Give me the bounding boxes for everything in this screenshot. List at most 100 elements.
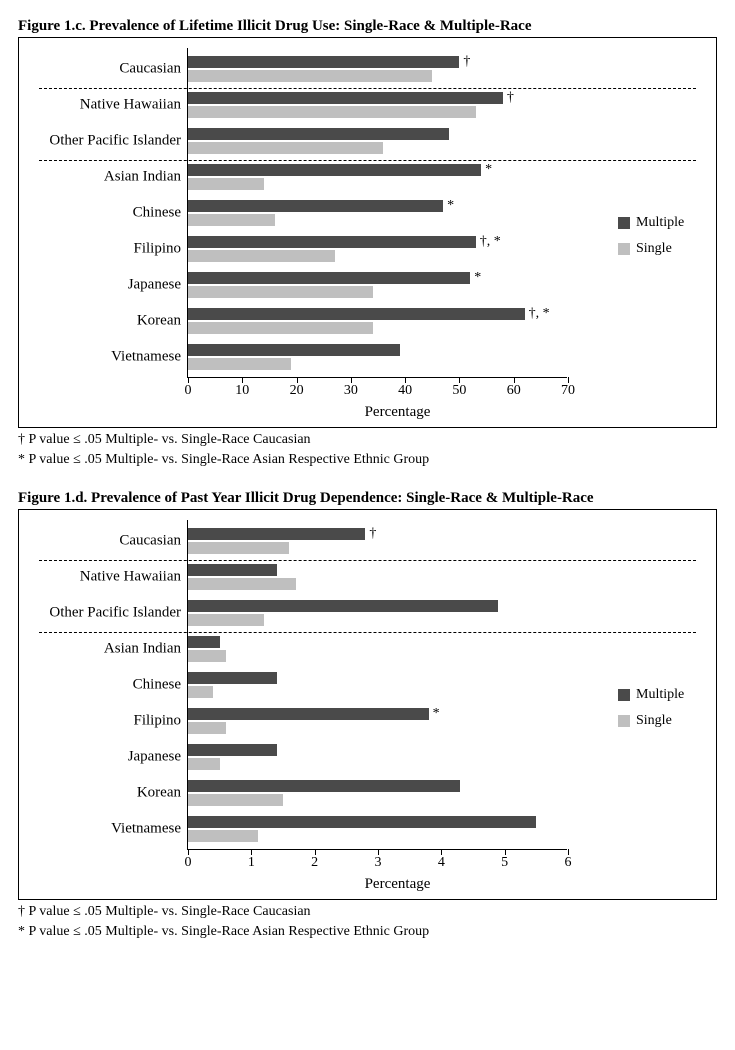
legend-item-single: Single	[618, 713, 708, 729]
bar-multiple	[188, 236, 476, 248]
bar-single	[188, 106, 476, 118]
bar-multiple	[188, 528, 365, 540]
bar-multiple	[188, 636, 220, 648]
figure-1c-xlabel: Percentage	[187, 404, 608, 421]
category-label: Vietnamese	[111, 821, 181, 838]
bar-multiple	[188, 672, 277, 684]
figure-1d-footnote-2: * P value ≤ .05 Multiple- vs. Single-Rac…	[18, 924, 717, 940]
category-label: Korean	[137, 313, 181, 330]
category-label: Chinese	[133, 205, 181, 222]
category-label: Other Pacific Islander	[49, 605, 181, 622]
bar-annotation: *	[485, 162, 492, 178]
x-tick-label: 20	[290, 383, 304, 399]
bar-annotation: *	[447, 198, 454, 214]
legend-item-multiple: Multiple	[618, 687, 708, 703]
bar-single	[188, 214, 275, 226]
legend-swatch-multiple	[618, 217, 630, 229]
figure-1d-body: Caucasian Native Hawaiian Other Pacific Is…	[27, 520, 708, 895]
bar-multiple	[188, 816, 536, 828]
bar-single	[188, 358, 291, 370]
bar-single	[188, 722, 226, 734]
figure-1c-ylabels: Caucasian Native Hawaiian Other Pacific Is…	[27, 48, 187, 378]
category-label: Asian Indian	[104, 641, 181, 658]
category-label: Native Hawaiian	[80, 97, 181, 114]
bar-annotation: †, *	[480, 234, 501, 250]
bar-multiple	[188, 344, 400, 356]
bar-single	[188, 578, 296, 590]
figure-1c-body: Caucasian Native Hawaiian Other Pacific Is…	[27, 48, 708, 423]
bar-multiple	[188, 744, 277, 756]
legend-swatch-multiple	[618, 689, 630, 701]
x-tick-label: 6	[565, 855, 572, 871]
bar-annotation: †	[369, 526, 376, 542]
x-tick-label: 70	[561, 383, 575, 399]
legend-label-single: Single	[636, 713, 672, 729]
category-label: Caucasian	[119, 533, 181, 550]
x-tick-label: 50	[452, 383, 466, 399]
category-label: Other Pacific Islander	[49, 133, 181, 150]
legend-swatch-single	[618, 715, 630, 727]
bar-multiple	[188, 92, 503, 104]
figure-1c-footnote-2: * P value ≤ .05 Multiple- vs. Single-Rac…	[18, 452, 717, 468]
category-label: Korean	[137, 785, 181, 802]
bar-single	[188, 650, 226, 662]
figure-1d-legend: Multiple Single	[608, 520, 708, 895]
bar-annotation: †, *	[529, 306, 550, 322]
figure-1d-frame: Caucasian Native Hawaiian Other Pacific Is…	[18, 509, 717, 900]
bar-single	[188, 794, 283, 806]
bar-annotation: †	[463, 54, 470, 70]
bar-single	[188, 686, 213, 698]
x-tick-label: 5	[501, 855, 508, 871]
figure-1c-footnote-1: † P value ≤ .05 Multiple- vs. Single-Rac…	[18, 432, 717, 448]
figure-1c-title: Figure 1.c. Prevalence of Lifetime Illic…	[18, 18, 717, 35]
bar-single	[188, 542, 289, 554]
category-label: Filipino	[133, 241, 181, 258]
category-label: Native Hawaiian	[80, 569, 181, 586]
category-label: Vietnamese	[111, 349, 181, 366]
bar-multiple	[188, 708, 429, 720]
bar-single	[188, 322, 373, 334]
x-tick-label: 30	[344, 383, 358, 399]
legend-label-multiple: Multiple	[636, 687, 684, 703]
category-label: Asian Indian	[104, 169, 181, 186]
bar-multiple	[188, 308, 525, 320]
x-tick-label: 60	[507, 383, 521, 399]
figure-1d-title: Figure 1.d. Prevalence of Past Year Illi…	[18, 490, 717, 507]
legend-label-single: Single	[636, 241, 672, 257]
x-tick-label: 0	[185, 383, 192, 399]
bar-multiple	[188, 200, 443, 212]
x-tick-label: 3	[375, 855, 382, 871]
bar-multiple	[188, 164, 481, 176]
legend-swatch-single	[618, 243, 630, 255]
figure-1d-xlabel: Percentage	[187, 876, 608, 893]
x-tick-label: 2	[311, 855, 318, 871]
legend-label-multiple: Multiple	[636, 215, 684, 231]
figure-1d: Figure 1.d. Prevalence of Past Year Illi…	[18, 490, 717, 940]
figure-1c-legend: Multiple Single	[608, 48, 708, 423]
figure-1d-plotwrap: 0123456†* Percentage	[187, 520, 608, 895]
bar-multiple	[188, 128, 449, 140]
category-label: Caucasian	[119, 61, 181, 78]
x-tick-label: 1	[248, 855, 255, 871]
category-label: Chinese	[133, 677, 181, 694]
x-tick-label: 10	[235, 383, 249, 399]
bar-single	[188, 142, 383, 154]
bar-single	[188, 178, 264, 190]
figure-1c: Figure 1.c. Prevalence of Lifetime Illic…	[18, 18, 717, 468]
x-tick-label: 4	[438, 855, 445, 871]
figure-1d-ylabels: Caucasian Native Hawaiian Other Pacific Is…	[27, 520, 187, 850]
bar-annotation: *	[433, 706, 440, 722]
bar-single	[188, 250, 335, 262]
figure-1c-frame: Caucasian Native Hawaiian Other Pacific Is…	[18, 37, 717, 428]
bar-multiple	[188, 780, 460, 792]
bar-single	[188, 70, 432, 82]
category-label: Filipino	[133, 713, 181, 730]
x-tick-label: 40	[398, 383, 412, 399]
bar-single	[188, 614, 264, 626]
figure-1d-footnote-1: † P value ≤ .05 Multiple- vs. Single-Rac…	[18, 904, 717, 920]
bar-single	[188, 758, 220, 770]
bar-multiple	[188, 564, 277, 576]
figure-1c-plot: 010203040506070††**†, **†, *	[187, 48, 567, 378]
bar-single	[188, 286, 373, 298]
category-label: Japanese	[128, 749, 181, 766]
